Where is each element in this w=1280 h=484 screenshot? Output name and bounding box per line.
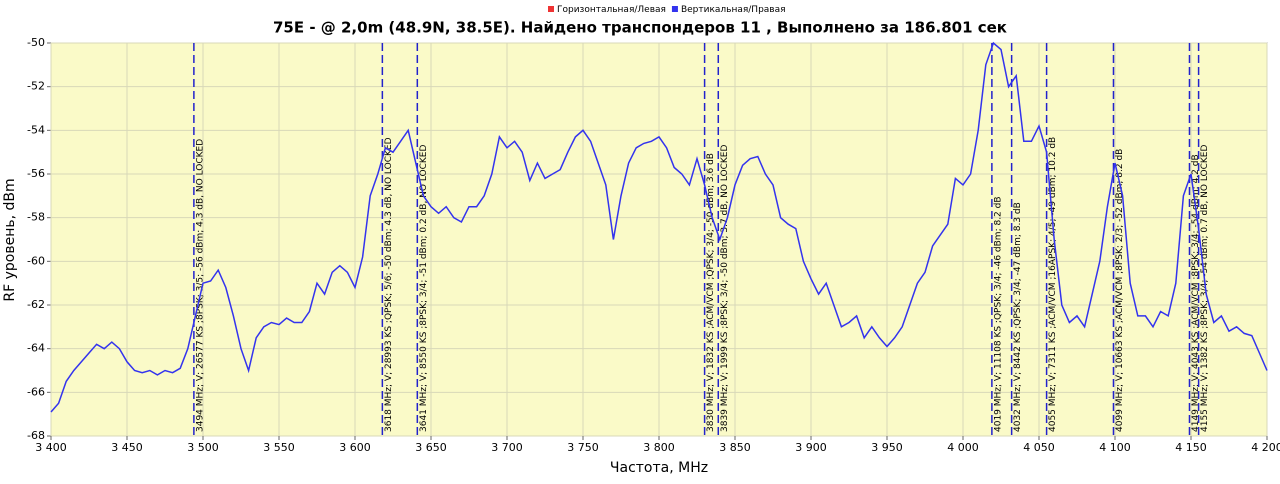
x-tick-label: 4 150 (1175, 441, 1207, 454)
legend-label: Вертикальная/Правая (681, 5, 786, 15)
chart-title: 75E - @ 2,0m (48.9N, 38.5E). Найдено тра… (273, 19, 1007, 37)
transponder-label: 4149 MHz; V; 4043 KS ;ACM/VCM ;8PSK; 3/4… (1191, 154, 1201, 432)
spectrum-line (50, 41, 1268, 413)
y-tick-label: -62 (27, 298, 45, 311)
legend-swatch (671, 6, 678, 12)
x-tick-label: 3 450 (111, 441, 143, 454)
transponder-label: 4055 MHz; V; 7311 KS ;ACM/VCM ;16APSK; 4… (1048, 137, 1058, 432)
legend-swatch (548, 6, 554, 12)
y-tick-label: -64 (27, 342, 45, 355)
x-tick-label: 3 700 (491, 441, 523, 454)
y-tick-label: -50 (27, 36, 45, 49)
x-tick-label: 3 550 (263, 441, 295, 454)
x-tick-label: 3 750 (567, 441, 599, 454)
transponder-label: 3830 MHz; V; 1832 KS ;ACM/VCM ;QPSK; 3/4… (706, 153, 716, 432)
y-tick-label: -66 (27, 385, 45, 398)
y-tick-label: -52 (27, 80, 45, 93)
y-tick-label: -58 (27, 211, 45, 224)
x-tick-label: 4 000 (947, 441, 979, 454)
x-tick-label: 3 850 (719, 441, 751, 454)
y-axis-label: RF уровень, dBm (2, 178, 18, 301)
x-tick-label: 3 600 (339, 441, 371, 454)
x-tick-label: 3 900 (795, 441, 827, 454)
transponder-label: 3641 MHz; V; 8550 KS ;8PSK; 3/4; -51 dBm… (419, 145, 429, 432)
transponder-label: 4099 MHz; V; 10663 KS ;ACM/VCM ;8PSK; 2/… (1115, 149, 1125, 432)
transponder-label: 3839 MHz; V; 1999 KS ;8PSK; 3/4; -50 dBm… (720, 145, 730, 432)
x-tick-label: 4 050 (1023, 441, 1055, 454)
x-tick-label: 3 400 (35, 441, 67, 454)
x-tick-label: 3 950 (871, 441, 903, 454)
x-tick-label: 3 800 (643, 441, 675, 454)
x-tick-label: 4 200 (1251, 441, 1280, 454)
legend-label: Горизонтальная/Левая (557, 5, 666, 15)
y-tick-label: -54 (27, 123, 45, 136)
transponder-label: 3618 MHz; V; 28993 KS ;QPSK; 5/6; -50 dB… (384, 137, 394, 432)
x-tick-label: 3 650 (415, 441, 447, 454)
y-tick-label: -60 (27, 254, 45, 267)
x-axis-label: Частота, MHz (610, 460, 708, 476)
x-tick-label: 4 100 (1099, 441, 1131, 454)
transponder-label: 3494 MHz; V; 26577 KS ;8PSK; 3/5; -56 dB… (195, 139, 205, 432)
transponder-label: 4019 MHz; V; 11108 KS ;QPSK; 3/4; -46 dB… (993, 196, 1003, 432)
transponder-label: 4032 MHz; V; 8442 KS ;QPSK; 3/4; -47 dBm… (1013, 202, 1023, 432)
y-tick-label: -68 (27, 429, 45, 442)
y-tick-label: -56 (27, 167, 45, 180)
x-tick-label: 3 500 (187, 441, 219, 454)
